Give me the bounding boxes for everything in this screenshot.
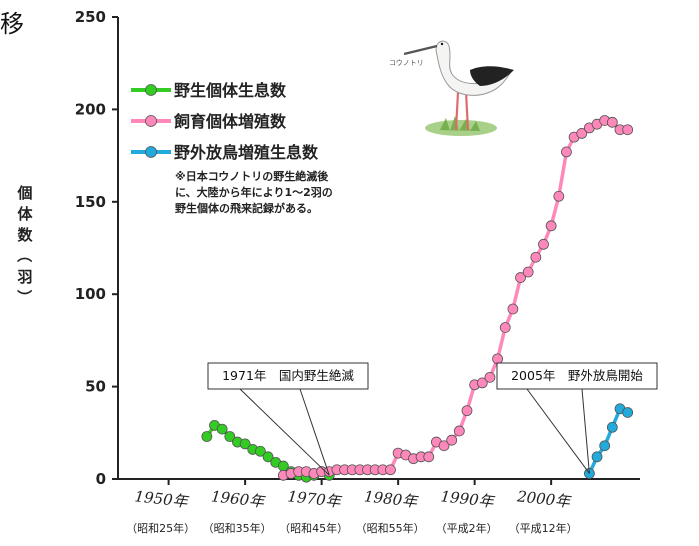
x-tick-label: 1960年 [210, 487, 267, 511]
legend-swatch-marker [145, 115, 157, 127]
y-axis-label-char: （ [15, 247, 33, 262]
x-tick-era-label: （昭和35年） [203, 521, 272, 535]
annotation-leader [526, 388, 590, 474]
data-point [553, 190, 565, 202]
data-point [492, 353, 503, 365]
y-axis-label: 個体数 （ 羽 ） [15, 184, 33, 305]
data-point [461, 405, 473, 417]
annotation-text: 2005年 野外放鳥開始 [511, 368, 643, 383]
annotation-box [496, 362, 658, 390]
grass-tufts [440, 116, 480, 131]
data-point [453, 425, 465, 437]
chart-title-fragment: 移 [0, 10, 24, 38]
data-point [507, 303, 519, 315]
y-axis-label-char: ） [15, 289, 33, 304]
y-tick-label: 200 [75, 100, 106, 118]
data-point [530, 251, 542, 263]
legend-label: 野外放鳥増殖生息数 [174, 143, 319, 162]
y-tick-label: 50 [85, 378, 106, 396]
legend-item-1: 野生個体生息数 [131, 81, 287, 100]
y-tick-label: 100 [75, 285, 106, 303]
data-point [522, 266, 534, 278]
data-point [224, 431, 236, 442]
x-tick-era-label: （平成2年） [436, 521, 498, 535]
series-line [587, 407, 629, 475]
y-axis-label-char: 体 [17, 205, 33, 223]
legend-item-2: 飼育個体増殖数 [131, 112, 287, 131]
data-point [262, 451, 274, 463]
data-point [239, 438, 251, 450]
data-point [622, 407, 634, 418]
y-tick-label: 250 [75, 8, 106, 26]
data-point [606, 116, 618, 128]
x-tick-label: 1980年 [363, 487, 420, 511]
data-point [385, 464, 396, 476]
legend-swatch-marker [145, 146, 157, 158]
annotation-leader [299, 388, 330, 476]
legend-label: 野生個体生息数 [174, 81, 287, 100]
annotation-leader [239, 388, 330, 476]
x-tick-label: 1950年 [134, 487, 191, 511]
axes [117, 17, 640, 480]
data-point [484, 371, 496, 383]
series-2 [277, 115, 634, 481]
legend-note-line: 野生個体の飛来記録がある。 [175, 201, 318, 215]
x-tick-label: 2000年 [515, 487, 573, 511]
x-tick-era-label: （昭和45年） [279, 521, 348, 535]
legend-swatch-marker [145, 84, 157, 96]
data-point [545, 220, 557, 232]
series-3 [583, 403, 634, 479]
stork-wing [470, 66, 514, 86]
data-point [423, 451, 435, 463]
stork-beak [403, 44, 438, 56]
x-axis-ticks: 1950年 （昭和25年） 1960年 （昭和35年） 1970年 （昭和45年） 1980… [126, 479, 578, 535]
stork-leg-right [464, 91, 470, 131]
data-point [446, 434, 458, 446]
annotation-box [207, 362, 369, 390]
y-axis-label-char: 数 [17, 226, 33, 244]
data-point [576, 128, 588, 139]
stork-eye [440, 42, 444, 46]
y-axis-label-char: 羽 [17, 268, 32, 286]
series-line [282, 118, 628, 478]
y-tick-label: 150 [75, 193, 106, 211]
annotation-leader [581, 388, 590, 474]
y-axis-label-char: 個 [16, 184, 32, 202]
data-point [606, 421, 618, 433]
stork-illustration: コウノトリ [383, 30, 520, 140]
x-tick-label: 1970年 [287, 487, 344, 511]
data-point [599, 440, 611, 452]
data-point [216, 423, 228, 435]
x-tick-label: 1990年 [440, 487, 497, 511]
y-axis-ticks: 0 50 100 150 200 250 [75, 8, 118, 488]
data-point [538, 238, 549, 250]
annotation-text: 1971年 国内野生絶滅 [222, 368, 354, 383]
y-tick-label: 0 [96, 470, 106, 488]
legend-label: 飼育個体増殖数 [173, 112, 287, 131]
data-point [201, 431, 213, 442]
stork-caption: コウノトリ [389, 59, 424, 67]
data-point [561, 146, 572, 158]
callouts: 1971年 国内野生絶滅 2005年 野外放鳥開始 [207, 362, 658, 476]
legend-note-line: ※日本コウノトリの野生絶滅後 [175, 169, 329, 183]
data-point [438, 440, 450, 452]
data-point [255, 445, 266, 457]
data-point [515, 272, 526, 283]
data-point [591, 451, 603, 463]
x-tick-era-label: （平成12年） [509, 521, 578, 535]
data-point [476, 377, 488, 389]
legend-note-line: に、大陸から年により1～2羽の [175, 185, 333, 199]
legend-item-3: 野外放鳥増殖生息数 [131, 143, 319, 162]
x-tick-era-label: （昭和55年） [356, 521, 425, 535]
stork-leg-left [454, 91, 460, 131]
x-tick-era-label: （昭和25年） [126, 521, 195, 535]
data-point [499, 322, 511, 333]
data-point [622, 124, 634, 136]
